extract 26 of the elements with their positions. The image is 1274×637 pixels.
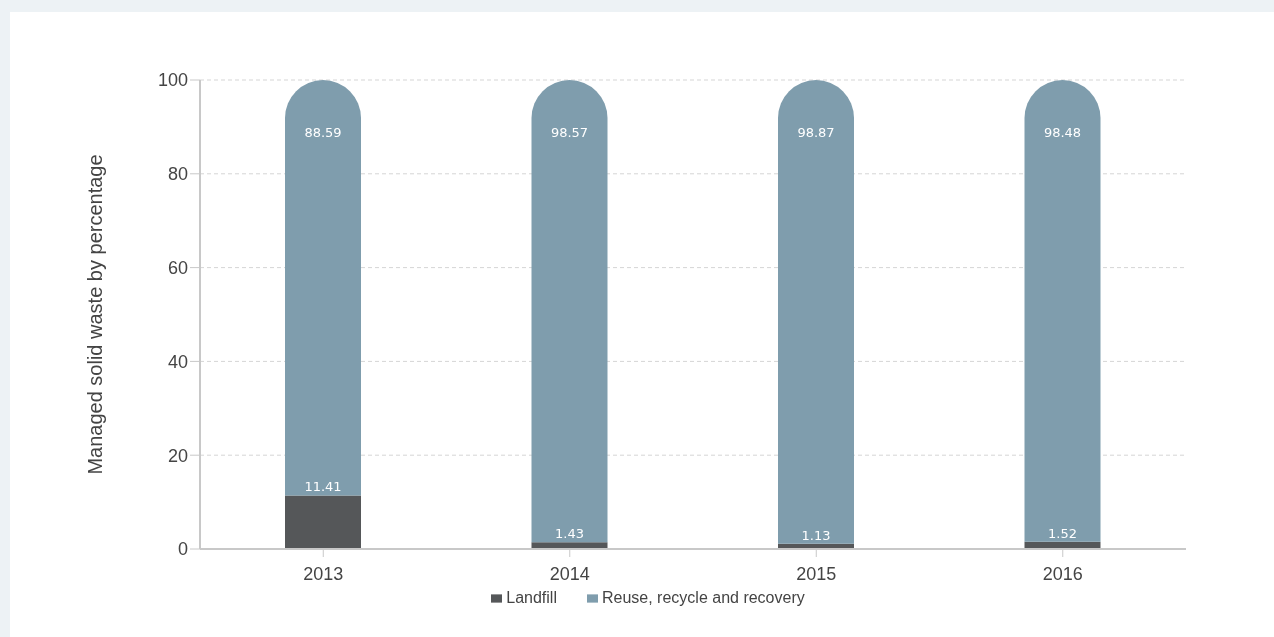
- y-axis-title: Managed solid waste by percentage: [84, 154, 107, 475]
- y-tick-label: 20: [167, 445, 188, 466]
- data-label: 1.43: [555, 526, 584, 542]
- x-tick-label: 2015: [796, 563, 837, 584]
- data-label: 98.87: [797, 125, 835, 141]
- x-tick-label: 2016: [1042, 563, 1083, 584]
- y-tick-label: 40: [167, 351, 188, 372]
- bar: [778, 80, 854, 544]
- y-tick-label: 80: [167, 164, 188, 185]
- data-label: 1.13: [801, 527, 831, 543]
- data-label: 1.52: [1048, 525, 1077, 541]
- legend-label: Reuse, recycle and recovery: [601, 589, 805, 606]
- y-tick-label: 60: [167, 257, 188, 278]
- bar: [1024, 80, 1101, 542]
- legend-label: Landfill: [506, 589, 557, 606]
- x-tick-label: 2014: [549, 563, 590, 584]
- data-label: 11.41: [304, 479, 342, 495]
- bar: [531, 80, 608, 543]
- x-tick-label: 2013: [303, 563, 344, 584]
- data-label: 88.59: [304, 125, 342, 141]
- y-tick-label: 100: [157, 70, 188, 91]
- data-label: 98.57: [550, 125, 589, 141]
- data-label: 98.48: [1043, 125, 1082, 141]
- bar: [285, 80, 361, 496]
- y-tick-label: 0: [177, 539, 188, 560]
- bar: [285, 495, 361, 549]
